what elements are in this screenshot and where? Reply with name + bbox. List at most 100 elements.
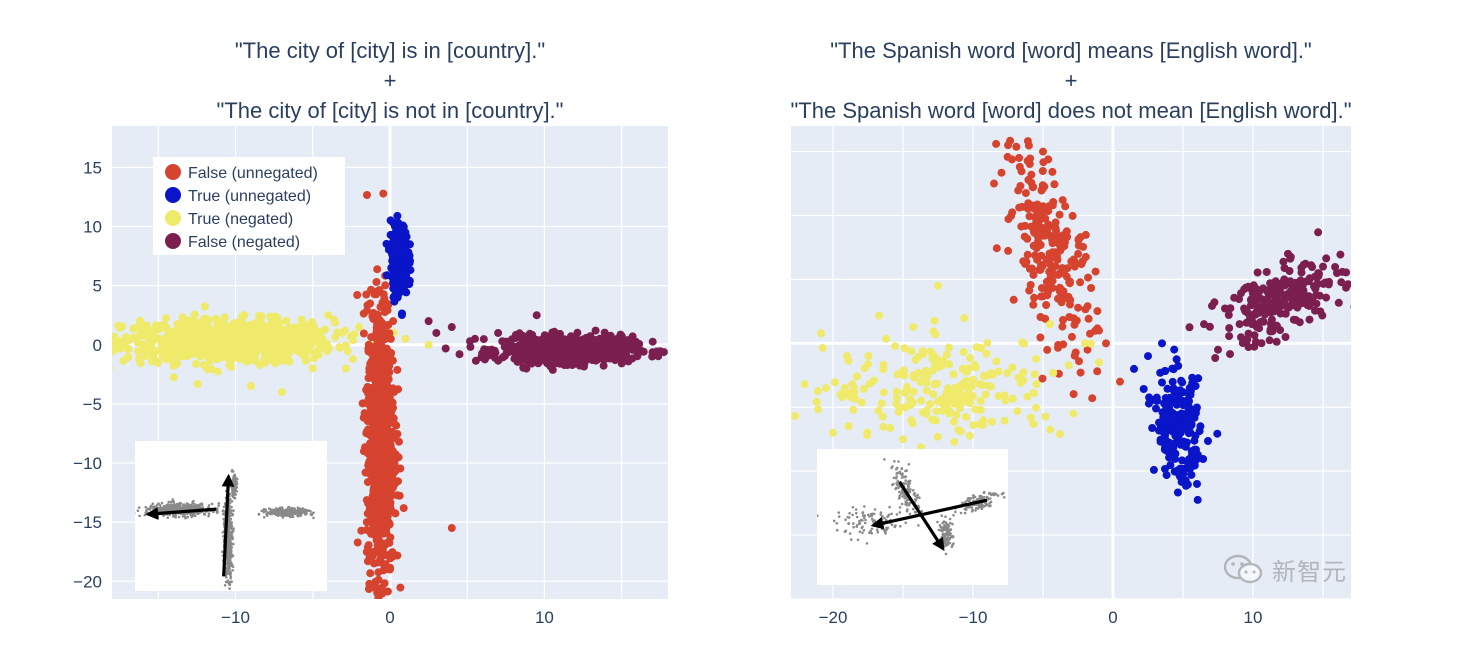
data-point — [1070, 320, 1079, 329]
inset-point — [207, 504, 211, 507]
data-point — [383, 414, 391, 423]
data-point — [173, 359, 182, 368]
data-point — [393, 211, 402, 220]
data-point — [860, 384, 868, 393]
data-point — [1083, 302, 1092, 311]
data-point — [364, 340, 373, 349]
data-point — [1021, 221, 1030, 230]
data-point — [591, 326, 600, 335]
data-point — [134, 347, 143, 356]
inset-point — [228, 580, 232, 584]
data-point — [366, 476, 375, 485]
data-point — [363, 306, 371, 315]
inset-point — [137, 506, 141, 509]
inset-point — [282, 510, 285, 514]
inset-point — [151, 502, 155, 506]
data-point — [917, 396, 926, 405]
data-point — [612, 354, 621, 363]
inset-point — [228, 587, 231, 590]
data-point — [1067, 332, 1076, 341]
data-point — [401, 334, 410, 343]
data-point — [1174, 391, 1183, 400]
data-point — [183, 327, 192, 336]
data-point — [893, 370, 902, 379]
data-point — [213, 318, 222, 327]
data-point — [941, 391, 950, 400]
data-point — [631, 346, 640, 354]
data-point — [447, 323, 456, 332]
inset-point — [289, 508, 293, 511]
data-point — [857, 398, 866, 407]
data-point — [1158, 422, 1166, 431]
inset-point — [229, 546, 233, 550]
data-point — [362, 290, 371, 299]
data-point — [522, 364, 531, 373]
data-point — [373, 499, 382, 508]
data-point — [573, 328, 582, 337]
data-point — [380, 458, 389, 467]
data-point — [188, 316, 197, 325]
data-point — [944, 343, 953, 352]
data-point — [112, 365, 113, 371]
data-point — [307, 318, 316, 327]
data-point — [879, 361, 888, 369]
data-point — [1069, 255, 1078, 264]
data-point — [355, 323, 364, 332]
data-point — [359, 329, 368, 338]
data-point — [1004, 246, 1013, 255]
data-point — [853, 372, 861, 381]
data-point — [1029, 300, 1038, 309]
data-point — [596, 343, 605, 352]
data-point — [1185, 323, 1194, 332]
data-point — [391, 509, 400, 518]
data-point — [1095, 326, 1103, 335]
data-point — [202, 345, 211, 354]
chart-cities: "The city of [city] is in [country]."+"T… — [73, 38, 668, 627]
data-point — [1044, 155, 1053, 164]
data-point — [199, 328, 207, 337]
data-point — [396, 258, 405, 267]
inset-point — [230, 485, 233, 489]
data-point — [1084, 314, 1093, 323]
data-point — [162, 314, 171, 323]
inset-point — [280, 509, 284, 512]
data-point — [1177, 376, 1186, 385]
data-point — [560, 338, 569, 347]
data-point — [874, 406, 883, 415]
data-point — [1051, 218, 1060, 227]
data-point — [386, 216, 395, 225]
data-point — [1074, 249, 1083, 258]
data-point — [817, 329, 826, 338]
data-point — [559, 351, 568, 360]
y-tick-label: 10 — [83, 218, 102, 237]
data-point — [914, 352, 923, 361]
data-point — [994, 367, 1003, 376]
legend-marker — [165, 187, 181, 203]
data-point — [1027, 170, 1036, 179]
data-point — [1043, 345, 1052, 354]
inset-point — [225, 576, 228, 579]
data-point — [1161, 431, 1170, 440]
data-point — [1024, 199, 1033, 208]
data-point — [1188, 378, 1197, 387]
data-point — [836, 390, 845, 399]
data-point — [1027, 264, 1036, 273]
data-point — [241, 324, 250, 333]
data-point — [348, 355, 357, 364]
data-point — [1041, 314, 1050, 323]
data-point — [373, 287, 381, 296]
data-point — [907, 347, 916, 356]
inset-point — [199, 502, 202, 506]
data-point — [1152, 393, 1161, 402]
inset-point — [226, 569, 230, 572]
data-point — [1030, 293, 1039, 302]
data-point — [379, 399, 388, 408]
inset-point — [183, 515, 187, 518]
data-point — [954, 426, 963, 434]
data-point — [1162, 446, 1171, 455]
inset-point — [230, 500, 234, 503]
data-point — [255, 361, 264, 369]
data-point — [1148, 424, 1157, 432]
chart-title-line: "The Spanish word [word] means [English … — [830, 38, 1312, 63]
inset-point — [281, 516, 285, 519]
